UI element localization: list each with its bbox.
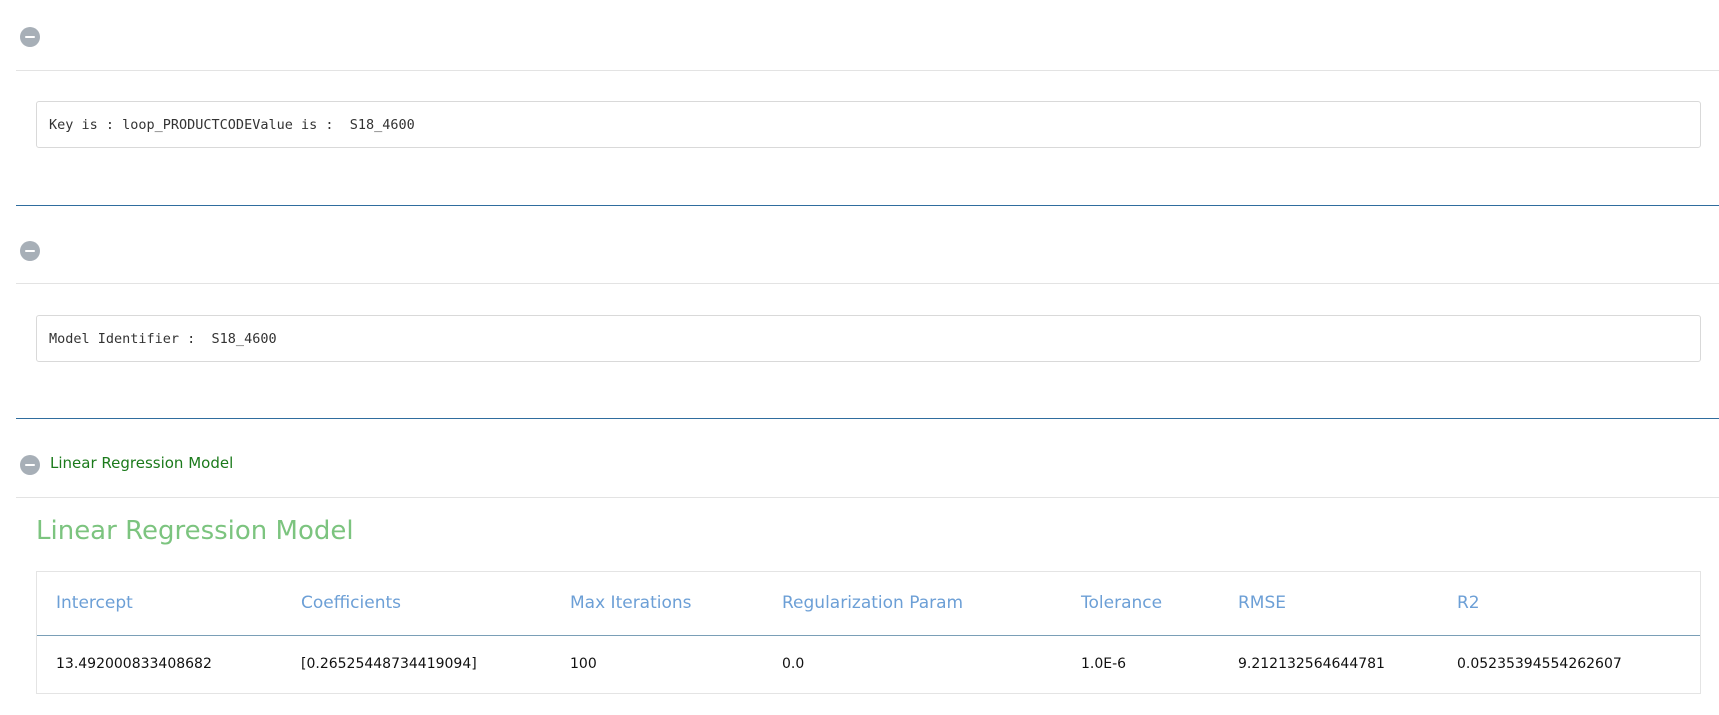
section-divider [16,205,1719,206]
section-header-1 [16,0,1719,71]
model-heading: Linear Regression Model [36,516,354,546]
column-header: Max Iterations [551,572,763,636]
table-cell: [0.26525448734419094] [301,656,477,673]
table-cell: 100 [570,656,597,673]
column-header: Coefficients [282,572,551,636]
table-row: 13.492000833408682 [0.26525448734419094]… [37,635,1700,693]
table-cell: 9.212132564644781 [1238,656,1385,673]
section-divider [16,418,1719,419]
output-section-1: Key is : loop_PRODUCTCODEValue is : S18_… [16,0,1719,206]
column-header: Intercept [37,572,282,636]
collapse-toggle-icon[interactable] [20,455,40,475]
section-title-3: Linear Regression Model [50,454,234,472]
output-text-box-2: Model Identifier : S18_4600 [36,315,1701,362]
table-cell: 13.492000833408682 [56,656,212,673]
output-text-box-1: Key is : loop_PRODUCTCODEValue is : S18_… [36,101,1701,148]
model-table-container: Intercept Coefficients Max Iterations Re… [36,571,1701,694]
model-table: Intercept Coefficients Max Iterations Re… [37,572,1700,693]
column-header: Tolerance [1062,572,1219,636]
table-cell: 0.0 [782,656,805,673]
column-header: RMSE [1219,572,1438,636]
output-section-2: Model Identifier : S18_4600 [16,213,1719,419]
section-header-3: Linear Regression Model [16,427,1719,498]
output-section-3: Linear Regression Model [16,427,1719,507]
section-header-2 [16,213,1719,284]
column-header: Regularization Param [763,572,1062,636]
collapse-toggle-icon[interactable] [20,27,40,47]
collapse-toggle-icon[interactable] [20,241,40,261]
table-cell: 1.0E-6 [1081,656,1127,673]
table-header-row: Intercept Coefficients Max Iterations Re… [37,572,1700,636]
table-cell: 0.05235394554262607 [1457,656,1622,673]
column-header: R2 [1438,572,1700,636]
